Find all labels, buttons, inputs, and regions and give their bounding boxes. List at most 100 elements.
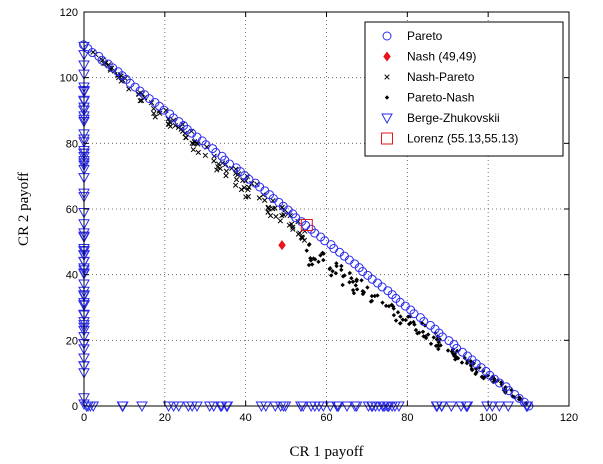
- pareto-point: [87, 48, 97, 58]
- pareto-nash-point: [360, 289, 365, 294]
- nash-pareto-point: [238, 186, 245, 193]
- x-tick-label: 80: [401, 412, 413, 424]
- nash-pareto-point: [233, 176, 240, 183]
- pareto-nash-point: [453, 357, 458, 362]
- pareto-nash-point: [321, 257, 326, 263]
- nash-pareto-point: [172, 122, 178, 129]
- nash-pareto-point: [261, 197, 268, 203]
- nash-pareto-point: [245, 187, 251, 193]
- pareto-nash-point: [318, 253, 323, 258]
- pareto-nash-point: [369, 293, 375, 299]
- series-special-points: [278, 218, 313, 251]
- legend-label: Nash-Pareto: [407, 70, 475, 84]
- nash-pareto-point: [273, 213, 279, 220]
- legend-marker-berge-zhukovskii: [381, 113, 393, 125]
- pareto-nash-point: [438, 343, 443, 348]
- pareto-nash-point: [349, 276, 354, 281]
- pareto-nash-point: [436, 346, 441, 352]
- nash-pareto-point: [137, 98, 143, 104]
- nash-pareto-point: [190, 141, 197, 147]
- pareto-nash-point: [428, 341, 434, 346]
- pareto-nash-point: [309, 262, 315, 267]
- pareto-nash-point: [339, 263, 344, 269]
- pareto-nash-point: [425, 332, 431, 337]
- nash-pareto-point: [151, 110, 157, 117]
- pareto-nash-point: [469, 367, 475, 373]
- x-tick-label: 20: [159, 412, 171, 424]
- pareto-nash-point: [334, 263, 339, 269]
- pareto-nash-point: [435, 343, 441, 348]
- lorenz-point: [300, 218, 313, 231]
- nash-pareto-point: [299, 235, 305, 241]
- nash-pareto-point: [157, 110, 163, 117]
- nash-pareto-point: [245, 193, 251, 200]
- pareto-nash-point: [413, 327, 419, 333]
- pareto-nash-point: [459, 360, 465, 365]
- nash-pareto-point: [214, 167, 220, 173]
- pareto-nash-point: [380, 300, 385, 305]
- pareto-nash-point: [339, 267, 344, 273]
- nash-pareto-point: [135, 91, 142, 97]
- pareto-nash-point: [365, 285, 370, 290]
- pareto-nash-point: [306, 242, 312, 248]
- pareto-nash-point: [431, 335, 436, 340]
- pareto-nash-point: [320, 250, 325, 256]
- y-axis-title: CR 2 payoff: [16, 172, 32, 246]
- nash-pareto-point: [265, 205, 271, 211]
- pareto-nash-point: [436, 340, 441, 345]
- nash-pareto-point: [265, 209, 271, 215]
- legend-marker-lorenz: [381, 132, 393, 145]
- pareto-nash-point: [334, 261, 339, 266]
- pareto-nash-point: [403, 317, 408, 323]
- pareto-nash-point: [328, 273, 334, 278]
- pareto-point: [409, 309, 419, 319]
- pareto-nash-point: [368, 299, 374, 304]
- nash-pareto-point: [256, 195, 263, 201]
- pareto-nash-point: [393, 318, 399, 323]
- pareto-nash-point: [359, 278, 364, 283]
- y-tick-label: 120: [60, 7, 78, 19]
- pareto-nash-point: [304, 248, 309, 253]
- legend-label: Berge-Zhukovskii: [407, 111, 500, 125]
- x-tick-label: 40: [240, 412, 252, 424]
- pareto-nash-point: [512, 395, 517, 400]
- legend-marker-pareto-nash: [384, 95, 390, 100]
- pareto-nash-point: [333, 271, 339, 276]
- y-tick-label: 20: [66, 335, 78, 347]
- pareto-nash-point: [340, 282, 345, 288]
- nash-pareto-point: [167, 119, 173, 125]
- legend-marker-pareto: [382, 31, 392, 41]
- pareto-nash-point: [397, 321, 403, 326]
- nash-pareto-point: [190, 146, 196, 153]
- axis-ticks: 0 20 40 60 80 100 120 0 20 40 60 80 100 120: [60, 7, 579, 424]
- pareto-nash-point: [423, 334, 428, 339]
- nash-pareto-point: [211, 158, 217, 164]
- pareto-nash-point: [327, 266, 333, 271]
- pareto-point: [244, 174, 254, 184]
- pareto-nash-point: [360, 291, 366, 297]
- x-axis-title: CR 1 payoff: [290, 444, 364, 460]
- y-tick-label: 80: [66, 138, 78, 150]
- y-tick-label: 0: [72, 401, 78, 413]
- nash-pareto-point: [215, 164, 221, 170]
- nash-pareto-point: [232, 182, 239, 188]
- pareto-point: [201, 140, 211, 150]
- x-tick-label: 100: [479, 412, 497, 424]
- pareto-nash-point: [516, 397, 522, 402]
- pareto-nash-point: [353, 283, 358, 288]
- pareto-nash-point: [342, 273, 347, 278]
- nash-pareto-point: [270, 205, 276, 212]
- legend-label: Nash (49,49): [407, 50, 476, 64]
- pareto-nash-point: [350, 287, 356, 293]
- nash-pareto-point: [286, 222, 293, 228]
- pareto-nash-point: [445, 348, 451, 353]
- legend-label: Pareto-Nash: [407, 91, 474, 105]
- pareto-point: [419, 316, 429, 326]
- nash-pareto-point: [105, 62, 112, 68]
- nash-pareto-point: [202, 152, 209, 159]
- y-tick-label: 100: [60, 73, 78, 85]
- pareto-nash-point: [347, 270, 353, 276]
- pareto-nash-point: [420, 329, 426, 335]
- pareto-nash-point: [316, 259, 321, 265]
- nash-pareto-point: [180, 121, 186, 128]
